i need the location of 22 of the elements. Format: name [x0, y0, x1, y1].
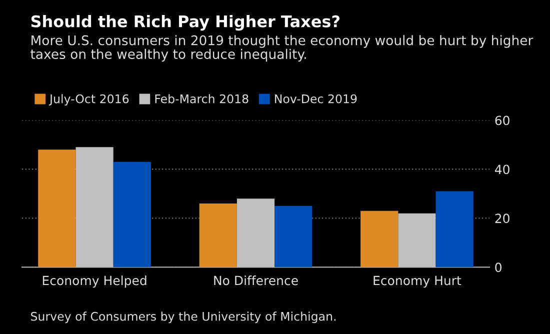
bar	[113, 162, 151, 268]
legend-label: Nov-Dec 2019	[275, 94, 357, 104]
bar	[76, 147, 114, 268]
y-tick-label: 40	[494, 164, 510, 174]
bar	[398, 213, 436, 268]
chart-title: Should the Rich Pay Higher Taxes?	[31, 15, 340, 31]
x-tick-label: Economy Hurt	[374, 276, 462, 288]
chart-subtitle: More U.S. consumers in 2019 thought the economy would be hurt by higher taxes on the wealthy to reduce inequality.	[30, 35, 534, 62]
bar	[236, 198, 275, 268]
bar	[199, 204, 237, 268]
bar	[38, 150, 76, 268]
legend-label: Feb-March 2018	[155, 94, 248, 104]
y-tick-label: 60	[495, 116, 510, 126]
bar	[274, 206, 312, 268]
bar	[436, 191, 474, 268]
text: Survey of Consumers by the University of Michigan.	[31, 312, 336, 324]
y-tick-label: 20	[495, 214, 510, 224]
y-tick-label: 0	[495, 262, 502, 272]
x-tick-label: Economy Helped	[42, 276, 146, 288]
bar	[360, 210, 398, 268]
legend-label: July-Oct 2016	[48, 94, 129, 106]
x-tick-label: No Difference	[214, 276, 298, 286]
